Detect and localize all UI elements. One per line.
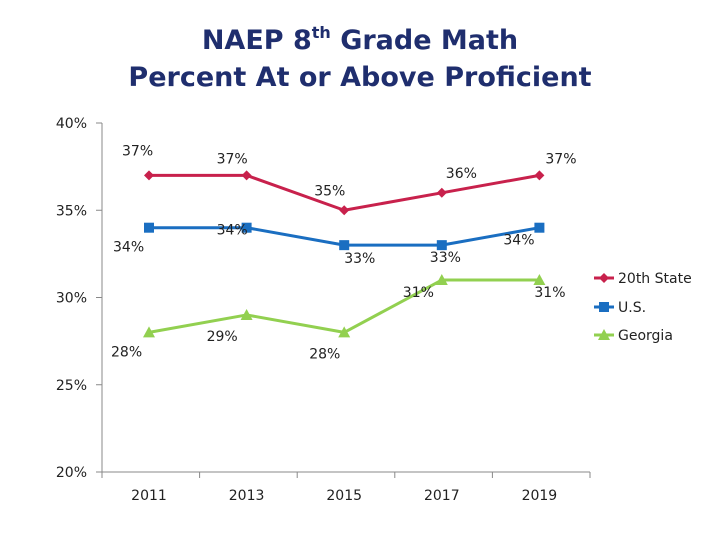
x-tick-label: 2013 bbox=[229, 488, 265, 504]
data-label: 28% bbox=[111, 344, 142, 360]
y-tick-label: 40% bbox=[56, 116, 87, 132]
data-point bbox=[534, 222, 545, 233]
series-group: 37% 37% 35% 36% 37% 34% 34% 33% 33% 34% 28% 29% 28% 3… bbox=[111, 143, 577, 362]
legend-marker bbox=[599, 273, 609, 283]
data-label: 34% bbox=[503, 233, 534, 249]
data-label: 29% bbox=[207, 329, 238, 345]
data-label: 35% bbox=[314, 183, 345, 199]
data-label: 37% bbox=[217, 151, 248, 167]
x-tick-label: 2011 bbox=[131, 488, 167, 504]
data-point bbox=[338, 326, 351, 338]
data-point bbox=[436, 240, 447, 251]
data-point bbox=[339, 240, 350, 251]
x-tick-label: 2015 bbox=[326, 488, 362, 504]
data-point bbox=[339, 205, 350, 216]
data-label: 33% bbox=[430, 250, 461, 266]
data-point bbox=[534, 170, 545, 181]
legend: 20th State U.S. Georgia bbox=[594, 271, 692, 344]
data-point bbox=[435, 274, 448, 286]
x-axis-ticks: 2011 2013 2015 2017 2019 bbox=[101, 472, 591, 504]
data-label: 28% bbox=[309, 346, 340, 362]
series-line bbox=[148, 278, 540, 334]
title-line-1: NAEP 8th Grade Math bbox=[201, 23, 519, 57]
y-tick-label: 25% bbox=[56, 378, 87, 394]
data-point bbox=[144, 170, 154, 181]
data-label: 33% bbox=[344, 251, 375, 267]
legend-marker bbox=[599, 302, 609, 312]
y-tick-label: 20% bbox=[56, 465, 87, 481]
y-tick-label: 35% bbox=[56, 203, 87, 219]
legend-label: U.S. bbox=[618, 300, 646, 316]
data-label: 36% bbox=[446, 166, 477, 182]
data-point bbox=[436, 187, 447, 198]
chart-title: NAEP 8th Grade Math Percent At or Above … bbox=[0, 22, 720, 96]
data-point bbox=[533, 274, 546, 286]
data-label: 31% bbox=[403, 285, 434, 301]
x-tick-label: 2017 bbox=[424, 488, 460, 504]
data-label: 31% bbox=[534, 285, 565, 301]
data-point bbox=[241, 222, 252, 233]
y-tick-label: 30% bbox=[56, 291, 87, 307]
data-label: 37% bbox=[122, 143, 153, 159]
data-point bbox=[143, 326, 155, 338]
data-point bbox=[240, 308, 253, 320]
data-point bbox=[144, 222, 154, 233]
data-label: 34% bbox=[217, 223, 248, 239]
data-label: 34% bbox=[113, 240, 144, 256]
y-axis-ticks: 20% 25% 30% 35% 40% bbox=[56, 116, 102, 481]
x-tick-label: 2019 bbox=[522, 488, 558, 504]
data-label: 37% bbox=[545, 151, 576, 167]
legend-label: 20th State bbox=[618, 271, 692, 287]
legend-label: Georgia bbox=[618, 328, 673, 344]
data-point bbox=[241, 170, 252, 181]
legend-marker bbox=[598, 329, 610, 340]
title-line-2: Percent At or Above Proficient bbox=[128, 62, 592, 93]
